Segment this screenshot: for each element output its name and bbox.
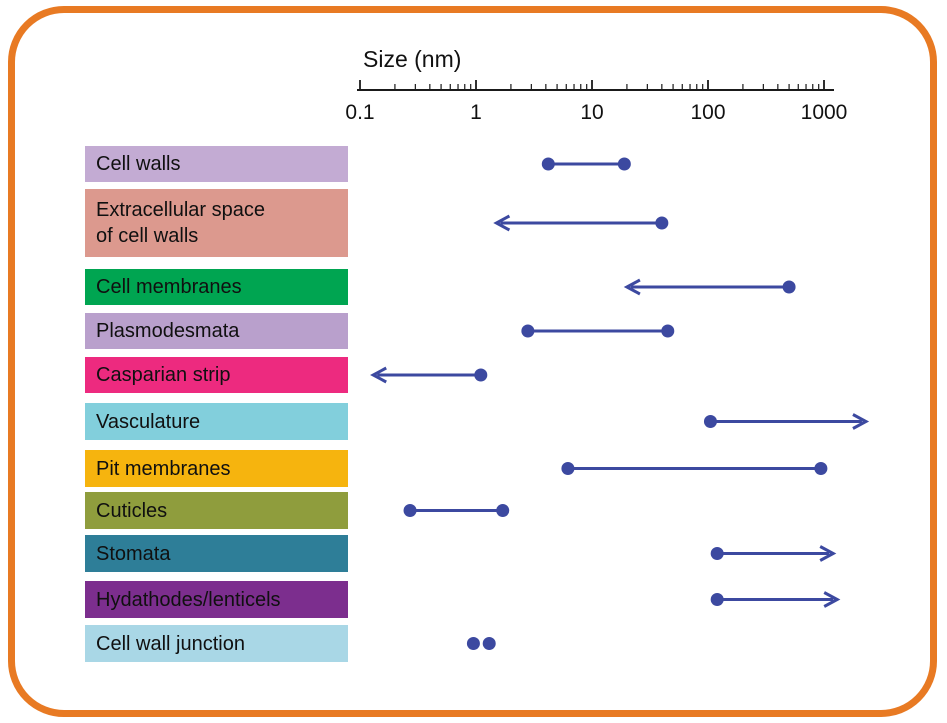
row-label-cell-membranes: Cell membranes	[85, 269, 348, 305]
row-label-cuticles: Cuticles	[85, 492, 348, 529]
row-label-hydathodes-lenticels: Hydathodes/lenticels	[85, 581, 348, 618]
row-label-plasmodesmata: Plasmodesmata	[85, 313, 348, 349]
row-label-text: Plasmodesmata	[96, 320, 240, 342]
row-label-text: Vasculature	[96, 410, 201, 433]
axis-title: Size (nm)	[363, 46, 462, 72]
axis-tick-label: 1000	[800, 101, 848, 124]
row-label-casparian-strip: Casparian strip	[85, 357, 348, 393]
axis-tick-label: 10	[580, 101, 604, 124]
row-label-cell-wall-junction: Cell wall junction	[85, 625, 348, 662]
axis-tick-label: 100	[690, 101, 726, 124]
row-label-pit-membranes: Pit membranes	[85, 450, 348, 487]
row-label-text: Stomata	[96, 542, 171, 565]
row-label-extracellular-space-of-cell-walls: Extracellular space of cell walls	[85, 189, 348, 257]
row-label-vasculature: Vasculature	[85, 403, 348, 440]
axis-tick-label: 0.1	[345, 101, 375, 124]
row-label-text: Cell wall junction	[96, 632, 245, 655]
row-label-text: Extracellular space of cell walls	[96, 199, 265, 247]
row-label-cell-walls: Cell walls	[85, 146, 348, 182]
row-label-stomata: Stomata	[85, 535, 348, 572]
axis-tick-label: 1	[470, 101, 482, 124]
row-label-text: Cuticles	[96, 499, 168, 522]
row-label-text: Cell walls	[96, 153, 181, 175]
row-label-text: Hydathodes/lenticels	[96, 588, 281, 611]
row-label-text: Cell membranes	[96, 276, 242, 298]
row-label-text: Casparian strip	[96, 364, 231, 386]
row-label-text: Pit membranes	[96, 457, 231, 480]
